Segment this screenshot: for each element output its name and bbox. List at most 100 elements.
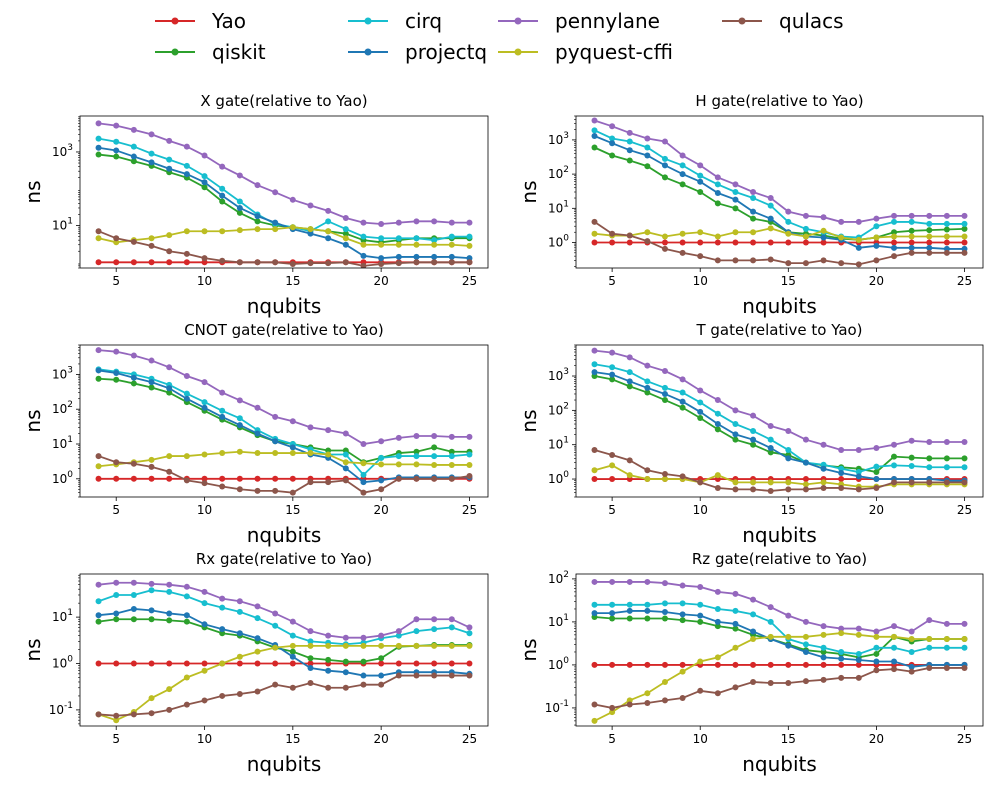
data-point-pyquest-cffi: [767, 225, 774, 232]
data-point-pennylane: [113, 579, 120, 586]
data-point-pyquest-cffi: [183, 453, 190, 460]
data-point-qulacs: [661, 697, 668, 704]
data-point-projectq: [148, 159, 155, 166]
data-point-cirq: [254, 615, 261, 622]
series-line-pyquest-cffi: [98, 226, 470, 247]
series-group: [591, 117, 968, 268]
data-point-pennylane: [750, 412, 757, 419]
data-point-qulacs: [926, 664, 933, 671]
data-point-qiskit: [961, 455, 968, 462]
data-point-pyquest-cffi: [395, 461, 402, 468]
data-point-yao: [926, 239, 933, 246]
data-point-pennylane: [838, 625, 845, 632]
data-point-pennylane: [236, 397, 243, 404]
legend-label: qiskit: [212, 40, 266, 64]
plot-frame: [79, 573, 489, 727]
data-point-qulacs: [254, 487, 261, 494]
data-point-qulacs: [626, 232, 633, 239]
data-point-cirq: [95, 598, 102, 605]
data-point-projectq: [732, 431, 739, 438]
y-tick-label: 103: [548, 367, 569, 383]
data-point-pyquest-cffi: [767, 479, 774, 486]
data-point-pyquest-cffi: [148, 235, 155, 242]
data-point-yao: [644, 661, 651, 668]
data-point-qiskit: [236, 209, 243, 216]
data-point-cirq: [802, 641, 809, 648]
x-axis-label: nqubits: [247, 294, 322, 318]
data-point-cirq: [289, 632, 296, 639]
data-point-qulacs: [785, 260, 792, 267]
data-point-cirq: [891, 462, 898, 469]
data-point-projectq: [325, 235, 332, 242]
x-tick-label: 5: [112, 503, 120, 517]
data-point-qiskit: [961, 225, 968, 232]
data-point-qiskit: [873, 650, 880, 657]
data-point-qulacs: [413, 475, 420, 482]
data-point-yao: [767, 661, 774, 668]
data-point-qiskit: [289, 648, 296, 655]
data-point-qiskit: [378, 655, 385, 662]
data-point-projectq: [891, 244, 898, 251]
data-point-pennylane: [855, 625, 862, 632]
data-point-cirq: [148, 150, 155, 157]
data-point-projectq: [732, 620, 739, 627]
data-point-qiskit: [609, 152, 616, 159]
x-tick-label: 25: [462, 274, 477, 288]
data-point-pennylane: [130, 579, 137, 586]
data-point-yao: [609, 661, 616, 668]
data-point-qulacs: [413, 259, 420, 266]
data-point-qulacs: [466, 672, 473, 679]
data-point-projectq: [926, 244, 933, 251]
x-tick-label: 25: [957, 503, 972, 517]
data-point-qiskit: [714, 200, 721, 207]
data-point-qulacs: [395, 260, 402, 267]
data-point-yao: [166, 660, 173, 667]
data-point-qiskit: [697, 414, 704, 421]
data-point-qiskit: [820, 648, 827, 655]
data-point-pennylane: [289, 196, 296, 203]
data-point-cirq: [767, 618, 774, 625]
data-point-pennylane: [254, 603, 261, 610]
data-point-yao: [626, 239, 633, 246]
data-point-cirq: [378, 235, 385, 242]
data-point-projectq: [855, 473, 862, 480]
data-point-cirq: [466, 630, 473, 637]
data-point-projectq: [342, 669, 349, 676]
data-point-projectq: [767, 215, 774, 222]
data-point-qiskit: [732, 625, 739, 632]
data-point-projectq: [431, 253, 438, 260]
data-point-pyquest-cffi: [95, 235, 102, 242]
data-point-pyquest-cffi: [926, 636, 933, 643]
data-point-pyquest-cffi: [591, 230, 598, 237]
data-point-cirq: [219, 407, 226, 414]
data-point-cirq: [838, 465, 845, 472]
data-point-projectq: [183, 612, 190, 619]
data-point-qulacs: [697, 253, 704, 260]
series-line-pennylane: [98, 122, 470, 225]
data-point-projectq: [307, 665, 314, 672]
data-point-cirq: [448, 453, 455, 460]
data-point-pyquest-cffi: [661, 233, 668, 240]
data-point-pyquest-cffi: [961, 233, 968, 240]
data-point-yao: [201, 475, 208, 482]
y-tick-label: 100: [548, 234, 569, 250]
data-point-cirq: [609, 601, 616, 608]
data-point-cirq: [130, 143, 137, 150]
data-point-qulacs: [148, 710, 155, 717]
series-line-cirq: [594, 602, 965, 655]
y-axis-label: ns: [21, 180, 45, 203]
data-point-yao: [395, 660, 402, 667]
data-point-qulacs: [272, 487, 279, 494]
data-point-yao: [307, 660, 314, 667]
data-point-cirq: [732, 607, 739, 614]
data-point-pyquest-cffi: [785, 479, 792, 486]
data-point-pyquest-cffi: [609, 462, 616, 469]
data-point-cirq: [767, 202, 774, 209]
data-point-qulacs: [325, 479, 332, 486]
data-point-cirq: [360, 471, 367, 478]
data-point-pyquest-cffi: [750, 636, 757, 643]
data-point-yao: [219, 475, 226, 482]
data-point-pyquest-cffi: [697, 658, 704, 665]
data-point-pennylane: [272, 610, 279, 617]
data-point-projectq: [873, 476, 880, 483]
